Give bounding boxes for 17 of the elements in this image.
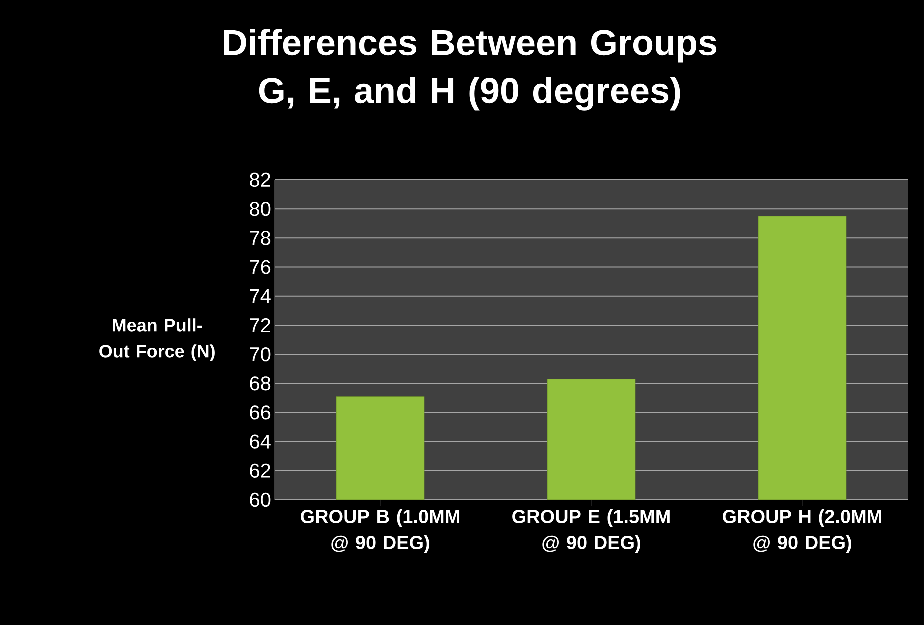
y-tick-label: 80 [250, 202, 271, 216]
y-tick-label: 66 [250, 406, 271, 420]
y-axis-title: Mean Pull-Out Force (N) [100, 318, 215, 362]
y-tick-label: 76 [250, 260, 271, 274]
y-tick-label: 72 [250, 318, 270, 332]
y-tick-label: 64 [250, 434, 271, 449]
y-tick-label: 78 [250, 231, 271, 246]
y-tick-label: 74 [250, 289, 271, 304]
y-tick-label: 68 [250, 376, 271, 391]
x-tick-label: GROUP E (1.5MM @ 90 DEG) [512, 510, 670, 554]
x-tick-label: GROUP H (2.0MM @ 90 DEG) [723, 510, 882, 554]
x-tick-label: GROUP B (1.0MM @ 90 DEG) [301, 510, 460, 554]
y-tick-label: 62 [250, 464, 270, 478]
y-tick-label: 82 [250, 172, 270, 188]
y-tick-label: 60 [250, 492, 271, 508]
chart-title: Differences Between Groups G, E, and H (90 degrees) [224, 29, 717, 111]
y-tick-label: 70 [250, 347, 271, 362]
